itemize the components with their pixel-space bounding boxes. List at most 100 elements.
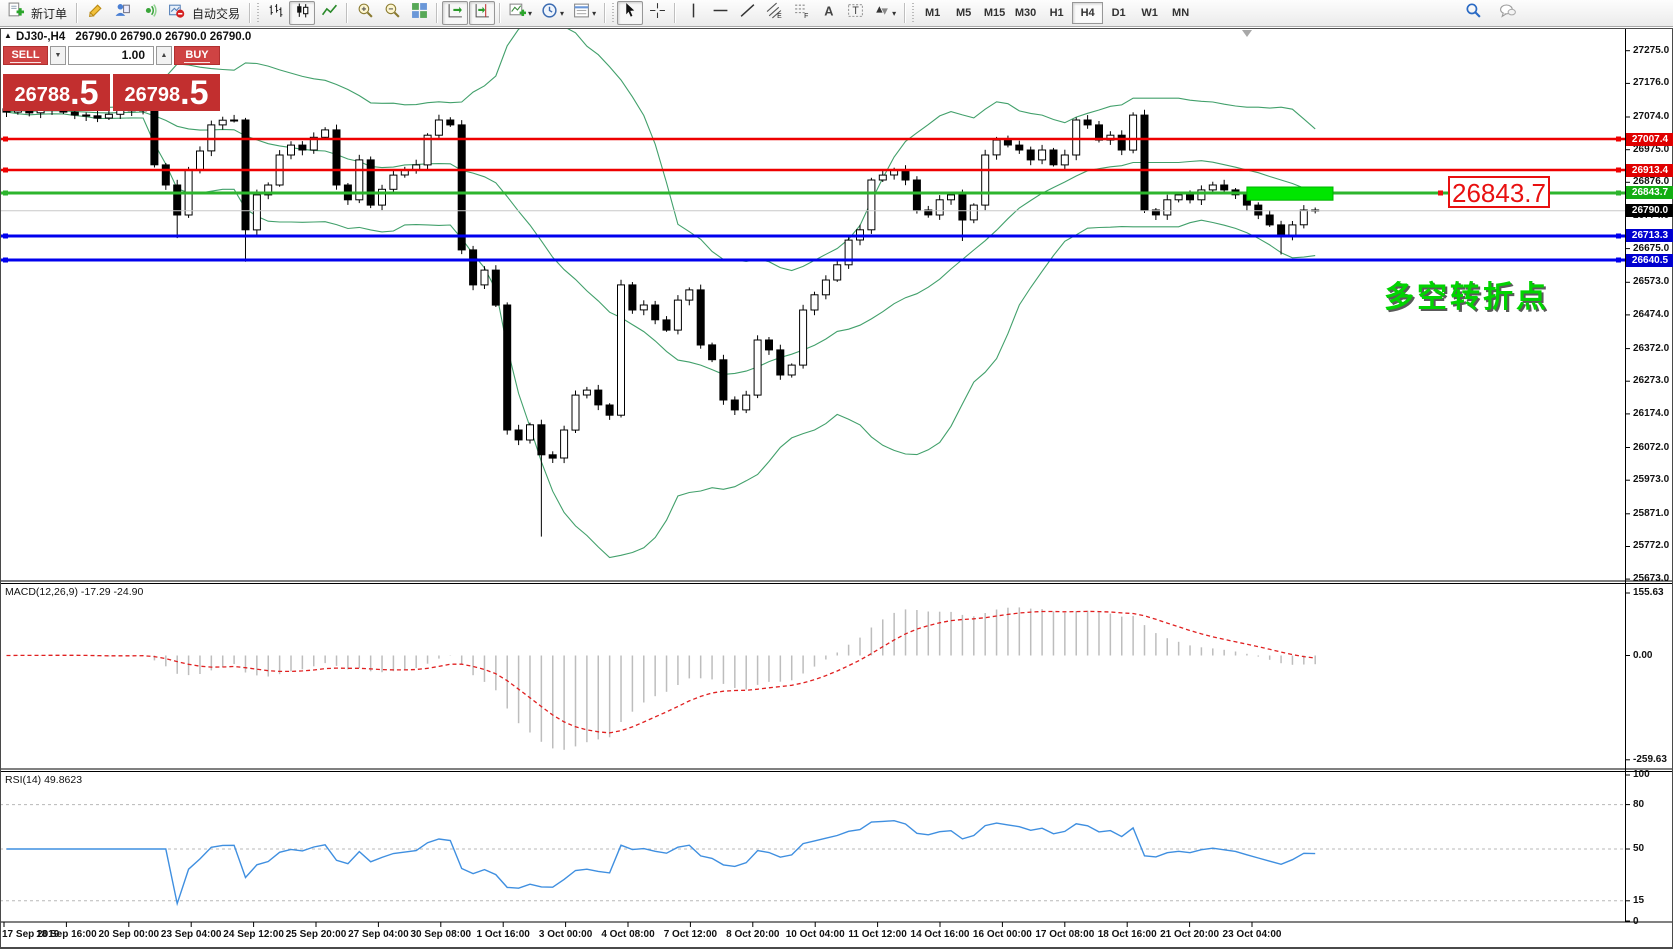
horizontal-line-icon xyxy=(712,2,729,24)
time-axis-label: 7 Oct 12:00 xyxy=(663,929,718,940)
bar-chart-button[interactable] xyxy=(262,1,288,25)
price-axis-tick: 26072.0 xyxy=(1633,442,1670,453)
text-label-button[interactable]: T xyxy=(842,1,868,25)
new-order-button[interactable] xyxy=(3,1,28,25)
price-axis-tick: 26372.0 xyxy=(1633,343,1670,354)
price-level-badge[interactable]: 26843.7 xyxy=(1626,186,1673,199)
timeframe-d1-button[interactable]: D1 xyxy=(1111,7,1126,19)
chart-shift-icon xyxy=(474,2,491,24)
crosshair-icon xyxy=(649,2,666,24)
timeframe-m5-button[interactable]: M5 xyxy=(955,7,972,19)
time-axis-label: 17 Sep 2019 xyxy=(2,929,60,940)
time-axis-label: 23 Sep 04:00 xyxy=(160,929,222,940)
time-axis-label: 25 Sep 20:00 xyxy=(285,929,347,940)
zoom-out-button[interactable] xyxy=(379,1,405,25)
toolbar-separator xyxy=(499,3,502,23)
timeframe-m30-button[interactable]: M30 xyxy=(1014,7,1037,19)
macd-axis-tick: -259.63 xyxy=(1633,754,1667,765)
one-click-trade-panel: SELL ▼ 1.00 ▲ BUY 26788.5 26798.5 xyxy=(3,46,220,111)
cursor-button[interactable] xyxy=(617,1,644,25)
volume-decrease-button[interactable]: ▼ xyxy=(50,46,66,65)
toolbar-separator xyxy=(604,3,607,23)
equidistant-channel-button[interactable]: E xyxy=(761,1,787,25)
fibonacci-button[interactable]: F xyxy=(788,1,814,25)
crosshair-button[interactable] xyxy=(644,1,670,25)
candlestick-chart-button[interactable] xyxy=(289,1,316,25)
templates-button[interactable]: ▾ xyxy=(569,1,600,25)
auto-scroll-button[interactable] xyxy=(442,1,469,25)
text-button[interactable]: A xyxy=(815,1,841,25)
toolbar-separator xyxy=(346,3,349,23)
price-axis-tick: 26876.0 xyxy=(1633,176,1670,187)
sell-button[interactable]: SELL xyxy=(3,46,48,65)
time-axis-label: 8 Oct 20:00 xyxy=(726,929,780,940)
timeframe-w1-button[interactable]: W1 xyxy=(1141,7,1158,19)
trendline-button[interactable] xyxy=(734,1,760,25)
rsi-axis-tick: 0 xyxy=(1633,916,1639,927)
toolbar-separator xyxy=(674,3,677,23)
autotrading-button[interactable] xyxy=(163,1,189,25)
indicators-icon xyxy=(509,2,527,24)
rsi-axis-tick: 80 xyxy=(1633,799,1645,810)
rsi-axis-tick: 100 xyxy=(1633,769,1650,780)
zoom-in-button[interactable] xyxy=(352,1,378,25)
price-axis-tick: 26975.0 xyxy=(1633,144,1670,155)
timeframe-h4-button[interactable]: H4 xyxy=(1072,2,1104,24)
arrows-button[interactable]: ▾ xyxy=(869,1,900,25)
new-order-label[interactable]: 新订单 xyxy=(31,6,68,21)
tile-windows-button[interactable] xyxy=(406,1,432,25)
sell-price-display[interactable]: 26788.5 xyxy=(3,74,110,111)
timeframe-m1-button[interactable]: M1 xyxy=(924,7,941,19)
volume-input[interactable]: 1.00 xyxy=(68,46,154,65)
timeframe-m15-button[interactable]: M15 xyxy=(983,7,1006,19)
chevron-down-icon: ▾ xyxy=(892,8,897,18)
metaeditor-button[interactable] xyxy=(82,1,108,25)
toolbar-separator xyxy=(76,3,79,23)
buy-price-display[interactable]: 26798.5 xyxy=(113,74,220,111)
buy-button-label: BUY xyxy=(184,48,210,63)
periods-button[interactable]: ▾ xyxy=(537,1,568,25)
candlestick-icon xyxy=(294,2,311,24)
market-button[interactable] xyxy=(109,1,135,25)
vertical-line-icon xyxy=(685,2,702,24)
buy-button[interactable]: BUY xyxy=(174,46,220,65)
buy-price-main: 26798 xyxy=(124,84,181,106)
timeframe-mn-button[interactable]: MN xyxy=(1172,7,1190,19)
price-level-badge[interactable]: 26640.5 xyxy=(1626,254,1673,267)
turning-point-annotation[interactable]: 多空转折点 xyxy=(1384,281,1549,314)
price-axis-tick: 27074.0 xyxy=(1633,111,1670,122)
trendline-icon xyxy=(739,2,756,24)
timeframe-h1-button[interactable]: H1 xyxy=(1049,7,1064,19)
svg-text:A: A xyxy=(824,3,833,18)
rsi-axis-tick: 15 xyxy=(1633,895,1645,906)
clock-icon xyxy=(541,2,558,24)
horizontal-line-button[interactable] xyxy=(707,1,733,25)
chart-shift-button[interactable] xyxy=(469,1,496,25)
vertical-line-button[interactable] xyxy=(680,1,706,25)
price-level-badge[interactable]: 26913.4 xyxy=(1626,164,1673,177)
price-level-badge[interactable]: 26790.0 xyxy=(1626,204,1673,217)
one-click-collapse-icon[interactable]: ▲ xyxy=(4,31,12,40)
price-level-badge[interactable]: 27007.4 xyxy=(1626,133,1673,146)
line-chart-button[interactable] xyxy=(316,1,342,25)
volume-increase-button[interactable]: ▲ xyxy=(156,46,172,65)
macd-label: MACD(12,26,9) -17.29 -24.90 xyxy=(5,586,144,598)
auto-trading-label[interactable]: 自动交易 xyxy=(192,6,241,21)
search-button[interactable] xyxy=(1460,1,1486,25)
signals-broadcast-icon xyxy=(141,2,158,24)
indicators-button[interactable]: ▾ xyxy=(505,1,536,25)
toolbar-separator xyxy=(249,3,252,23)
chat-bubble-icon xyxy=(1499,2,1516,24)
price-axis-tick: 26675.0 xyxy=(1633,243,1670,254)
time-axis-label: 24 Sep 12:00 xyxy=(223,929,284,940)
metaeditor-icon xyxy=(87,2,104,24)
fibonacci-icon: F xyxy=(793,2,810,24)
signals-button[interactable] xyxy=(136,1,162,25)
price-axis-tick: 26174.0 xyxy=(1633,408,1670,419)
price-level-badge[interactable]: 26713.3 xyxy=(1626,229,1673,242)
time-axis-label: 11 Oct 12:00 xyxy=(848,929,907,940)
chart-ohlc-values: 26790.0 26790.0 26790.0 26790.0 xyxy=(75,31,252,43)
price-callout-box[interactable]: 26843.7 xyxy=(1448,176,1550,208)
chat-button[interactable] xyxy=(1494,1,1520,25)
